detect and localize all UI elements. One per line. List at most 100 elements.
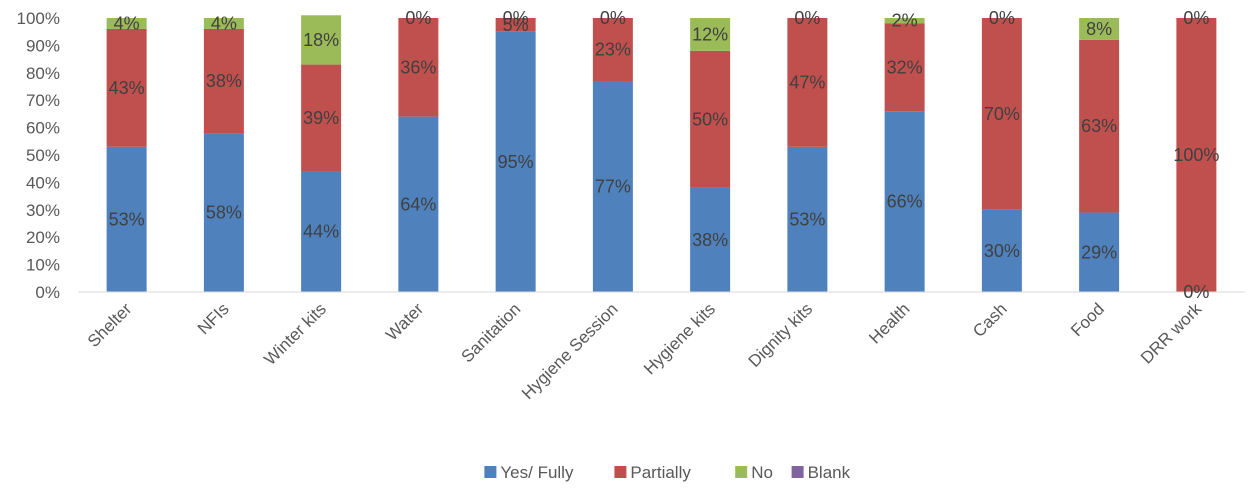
data-label: 36%	[400, 57, 436, 77]
bar-segment-no	[884, 18, 925, 24]
bar-segment-partially	[106, 28, 147, 147]
y-tick-label: 100%	[17, 9, 60, 28]
data-label: 38%	[692, 230, 728, 250]
bar-segment-partially	[592, 18, 633, 82]
bar-segment-partially	[787, 18, 828, 147]
data-label: 30%	[984, 241, 1020, 261]
x-category-label: Winter kits	[260, 299, 330, 369]
x-category-label: Food	[1067, 299, 1108, 340]
bar-segment-partially	[398, 18, 439, 117]
bar-segment-yes-fully	[398, 116, 439, 292]
legend-label: Blank	[808, 463, 851, 482]
bar-segment-yes-fully	[1079, 212, 1120, 292]
bar-segment-no	[203, 18, 244, 29]
bar-segment-yes-fully	[787, 146, 828, 292]
y-tick-label: 60%	[26, 119, 60, 138]
x-category-label: Cash	[969, 299, 1010, 340]
bar-segment-yes-fully	[981, 209, 1022, 292]
x-category-label: Hygiene kits	[640, 299, 719, 378]
y-tick-label: 40%	[26, 173, 60, 192]
data-label: 0%	[1183, 8, 1209, 28]
x-category-label: Sanitation	[458, 299, 525, 366]
data-label: 23%	[595, 40, 631, 60]
data-label: 5%	[503, 15, 529, 35]
data-label: 0%	[405, 8, 431, 28]
x-category-label: Water	[382, 299, 427, 344]
data-label: 100%	[1173, 145, 1219, 165]
y-tick-label: 80%	[26, 64, 60, 83]
y-tick-label: 70%	[26, 91, 60, 110]
data-label: 2%	[892, 11, 918, 31]
data-labels-layer: 53%43%4%58%38%4%44%39%18%64%36%0%95%5%0%…	[109, 8, 1220, 302]
x-category-label: NFIs	[194, 299, 233, 338]
bar-segment-yes-fully	[884, 111, 925, 292]
data-label: 0%	[989, 8, 1015, 28]
data-label: 0%	[794, 8, 820, 28]
bar-segment-no	[1079, 18, 1120, 40]
y-tick-label: 50%	[26, 146, 60, 165]
data-label: 95%	[498, 152, 534, 172]
y-tick-label: 90%	[26, 36, 60, 55]
bar-segment-no	[690, 18, 731, 51]
data-label: 39%	[303, 108, 339, 128]
bar-segment-partially	[690, 50, 731, 188]
data-label: 70%	[984, 104, 1020, 124]
data-label: 8%	[1086, 19, 1112, 39]
legend-swatch	[484, 466, 497, 478]
legend-label: Yes/ Fully	[500, 463, 574, 482]
y-tick-label: 20%	[26, 228, 60, 247]
bar-segment-no	[301, 15, 342, 65]
data-label: 53%	[789, 209, 825, 229]
bar-segment-partially	[1079, 39, 1120, 213]
bar-segment-partially	[203, 28, 244, 134]
data-label: 12%	[692, 24, 728, 44]
data-label: 32%	[887, 57, 923, 77]
legend: Yes/ Fully Partially No Blank	[484, 463, 851, 482]
legend-swatch	[614, 466, 627, 478]
data-label: 44%	[303, 222, 339, 242]
data-label: 77%	[595, 177, 631, 197]
x-category-label: Hygiene Session	[518, 299, 622, 403]
bar-segment-no	[106, 18, 147, 29]
legend-swatch	[735, 466, 748, 478]
y-tick-label: 0%	[35, 283, 60, 302]
data-label: 0%	[600, 8, 626, 28]
data-label: 4%	[211, 13, 237, 33]
x-category-label: Health	[865, 299, 913, 347]
bar-segment-partially	[301, 64, 342, 172]
data-label: 18%	[303, 30, 339, 50]
data-label: 66%	[887, 192, 923, 212]
y-tick-label: 10%	[26, 256, 60, 275]
legend-label: Partially	[630, 463, 691, 482]
bar-segment-yes-fully	[690, 187, 731, 292]
data-label: 29%	[1081, 242, 1117, 262]
data-label: 43%	[109, 78, 145, 98]
bar-segment-partially	[1176, 18, 1217, 292]
legend-label: No	[751, 463, 773, 482]
x-category-label: DRR work	[1137, 299, 1206, 368]
x-category-label: Shelter	[84, 299, 136, 351]
bar-segment-yes-fully	[203, 133, 244, 292]
data-label: 0%	[503, 8, 529, 28]
data-label: 38%	[206, 71, 242, 91]
legend-swatch	[791, 466, 804, 478]
data-label: 63%	[1081, 116, 1117, 136]
bar-segment-yes-fully	[106, 146, 147, 292]
x-category-label: Dignity kits	[745, 299, 817, 371]
data-label: 50%	[692, 109, 728, 129]
y-tick-label: 30%	[26, 201, 60, 220]
bars-layer	[106, 15, 1217, 293]
data-label: 53%	[109, 209, 145, 229]
bar-segment-yes-fully	[301, 171, 342, 292]
bar-segment-partially	[884, 23, 925, 112]
bar-segment-partially	[495, 18, 536, 32]
bar-segment-partially	[981, 18, 1022, 210]
data-label: 0%	[1183, 282, 1209, 302]
data-label: 4%	[114, 13, 140, 33]
data-label: 64%	[400, 194, 436, 214]
data-label: 47%	[789, 72, 825, 92]
data-label: 58%	[206, 203, 242, 223]
bar-segment-yes-fully	[495, 31, 536, 292]
bar-segment-yes-fully	[592, 81, 633, 293]
